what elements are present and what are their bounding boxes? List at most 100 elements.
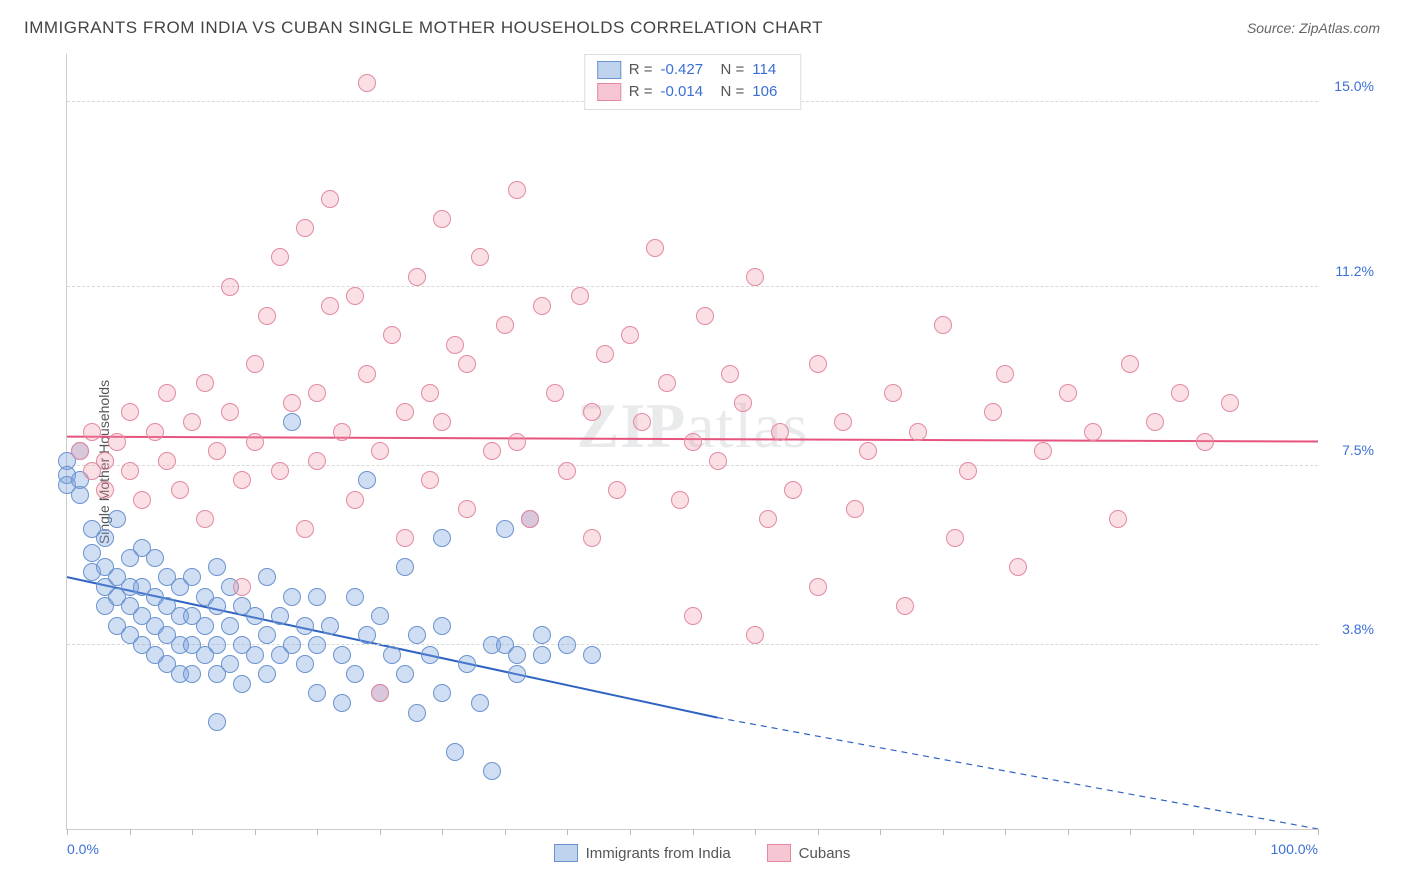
watermark-bold: ZIP [577, 390, 687, 461]
chart-title: IMMIGRANTS FROM INDIA VS CUBAN SINGLE MO… [24, 18, 823, 38]
data-point [96, 481, 114, 499]
data-point [383, 646, 401, 664]
data-point [1121, 355, 1139, 373]
y-tick-label: 7.5% [1342, 442, 1374, 458]
data-point [596, 345, 614, 363]
legend-swatch [597, 61, 621, 79]
data-point [671, 491, 689, 509]
data-point [996, 365, 1014, 383]
data-point [346, 588, 364, 606]
data-point [446, 336, 464, 354]
data-point [233, 471, 251, 489]
data-point [959, 462, 977, 480]
data-point [358, 74, 376, 92]
source-link[interactable]: ZipAtlas.com [1299, 20, 1380, 36]
data-point [158, 384, 176, 402]
data-point [408, 626, 426, 644]
x-tick [1255, 829, 1256, 835]
legend-swatch [597, 83, 621, 101]
series-name: Cubans [799, 845, 851, 862]
data-point [258, 626, 276, 644]
data-point [846, 500, 864, 518]
data-point [583, 403, 601, 421]
data-point [371, 684, 389, 702]
data-point [458, 500, 476, 518]
data-point [859, 442, 877, 460]
data-point [809, 578, 827, 596]
data-point [533, 297, 551, 315]
data-point [396, 529, 414, 547]
y-tick-label: 3.8% [1342, 621, 1374, 637]
data-point [709, 452, 727, 470]
data-point [583, 646, 601, 664]
data-point [283, 636, 301, 654]
n-value: 106 [752, 81, 788, 103]
series-legend-item: Cubans [767, 844, 851, 862]
data-point [308, 636, 326, 654]
data-point [258, 307, 276, 325]
data-point [96, 529, 114, 547]
data-point [546, 384, 564, 402]
data-point [483, 442, 501, 460]
data-point [108, 433, 126, 451]
x-tick [442, 829, 443, 835]
data-point [909, 423, 927, 441]
data-point [471, 248, 489, 266]
data-point [308, 384, 326, 402]
x-tick [1130, 829, 1131, 835]
data-point [121, 403, 139, 421]
x-tick [130, 829, 131, 835]
data-point [1196, 433, 1214, 451]
data-point [1009, 558, 1027, 576]
data-point [421, 471, 439, 489]
data-point [183, 568, 201, 586]
data-point [1034, 442, 1052, 460]
x-tick [1005, 829, 1006, 835]
source-attribution: Source: ZipAtlas.com [1247, 20, 1380, 36]
gridline [67, 286, 1318, 287]
data-point [308, 684, 326, 702]
data-point [421, 646, 439, 664]
data-point [196, 374, 214, 392]
n-label: N = [721, 81, 745, 103]
data-point [333, 423, 351, 441]
x-tick [943, 829, 944, 835]
data-point [96, 452, 114, 470]
x-tick [317, 829, 318, 835]
data-point [784, 481, 802, 499]
x-tick [755, 829, 756, 835]
data-point [734, 394, 752, 412]
data-point [308, 588, 326, 606]
data-point [433, 617, 451, 635]
data-point [1059, 384, 1077, 402]
data-point [146, 423, 164, 441]
data-point [884, 384, 902, 402]
data-point [121, 462, 139, 480]
x-tick [192, 829, 193, 835]
gridline [67, 465, 1318, 466]
data-point [1084, 423, 1102, 441]
data-point [221, 655, 239, 673]
data-point [759, 510, 777, 528]
data-point [258, 568, 276, 586]
y-tick-label: 15.0% [1334, 78, 1374, 94]
data-point [246, 607, 264, 625]
data-point [83, 423, 101, 441]
legend-swatch [767, 844, 791, 862]
data-point [271, 607, 289, 625]
data-point [308, 452, 326, 470]
data-point [684, 607, 702, 625]
data-point [171, 481, 189, 499]
data-point [296, 520, 314, 538]
r-label: R = [629, 59, 653, 81]
x-tick [693, 829, 694, 835]
data-point [934, 316, 952, 334]
x-tick [380, 829, 381, 835]
series-legend-item: Immigrants from India [554, 844, 731, 862]
source-label: Source: [1247, 20, 1295, 36]
data-point [196, 617, 214, 635]
data-point [433, 684, 451, 702]
data-point [283, 394, 301, 412]
data-point [433, 529, 451, 547]
data-point [421, 384, 439, 402]
